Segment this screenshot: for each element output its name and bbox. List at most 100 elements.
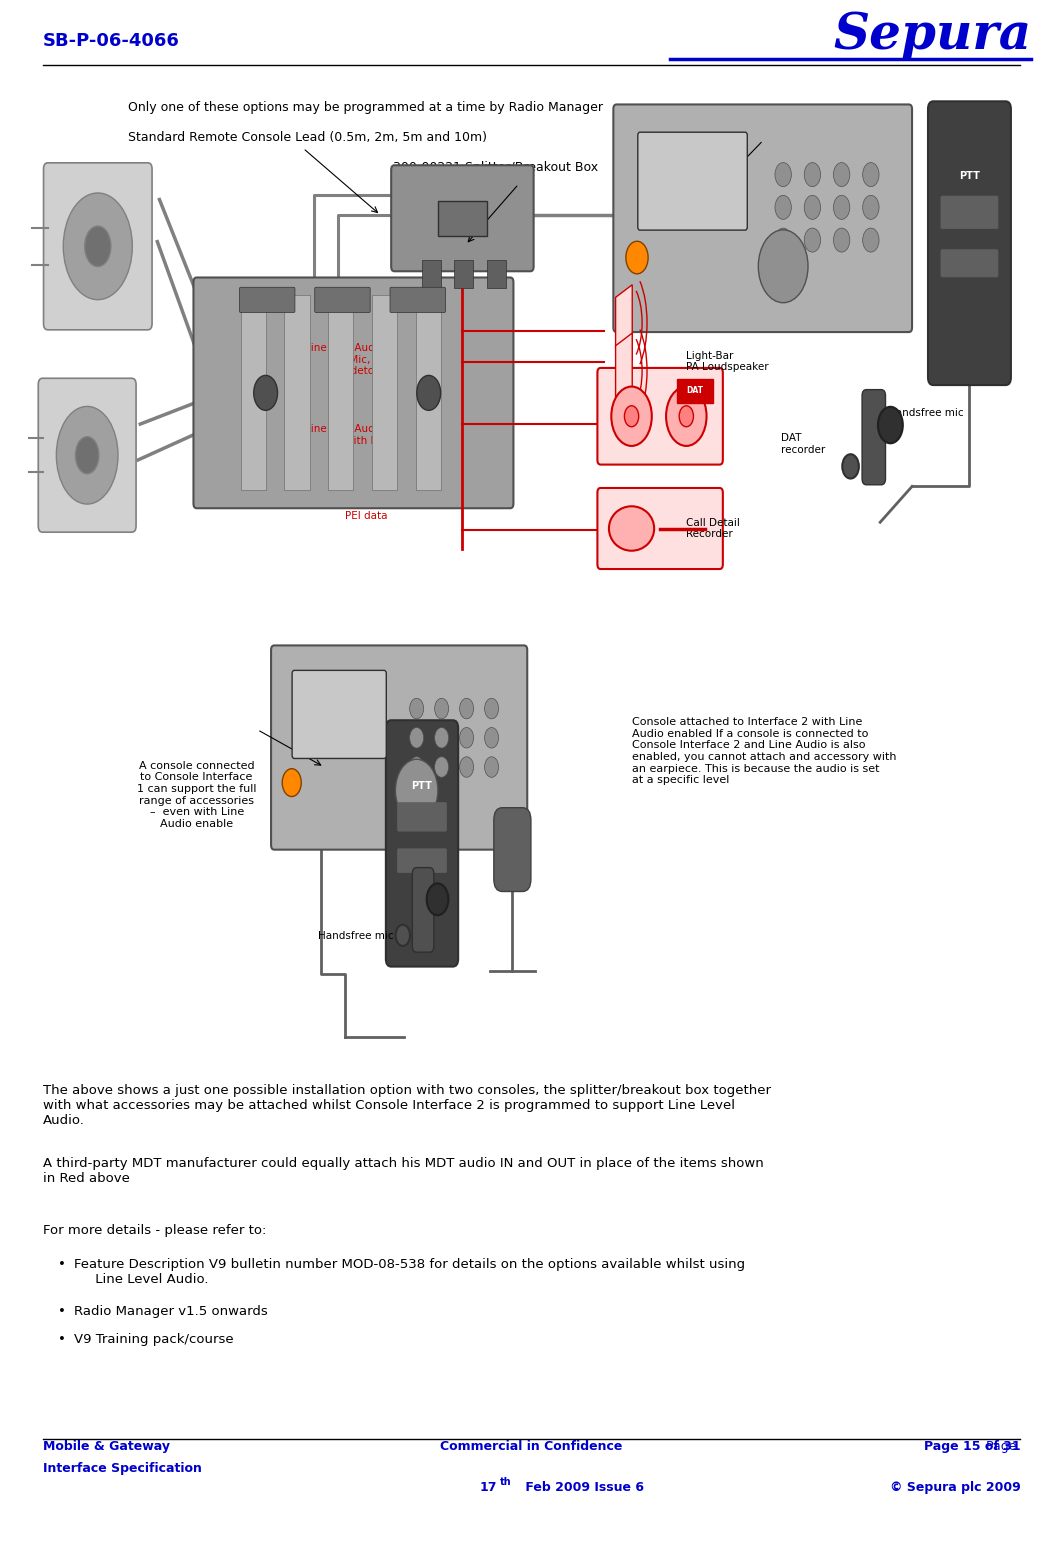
Text: V9 Training pack/course: V9 Training pack/course — [74, 1333, 234, 1345]
Circle shape — [863, 162, 879, 187]
Bar — [372, 296, 398, 490]
FancyBboxPatch shape — [38, 379, 136, 532]
Text: Page: Page — [986, 1441, 1020, 1453]
Ellipse shape — [64, 193, 132, 299]
Bar — [328, 296, 353, 490]
FancyBboxPatch shape — [597, 488, 723, 569]
FancyBboxPatch shape — [438, 201, 487, 235]
FancyBboxPatch shape — [487, 260, 506, 288]
Text: SB-P-06-4066: SB-P-06-4066 — [43, 31, 180, 50]
Circle shape — [435, 698, 449, 719]
Circle shape — [459, 698, 474, 719]
Circle shape — [758, 229, 808, 302]
Circle shape — [775, 195, 791, 220]
FancyBboxPatch shape — [390, 287, 445, 312]
Text: 17: 17 — [480, 1481, 497, 1494]
Circle shape — [805, 162, 821, 187]
Circle shape — [775, 228, 791, 253]
Text: Interface Specification: Interface Specification — [43, 1462, 201, 1475]
Bar — [285, 296, 309, 490]
Ellipse shape — [609, 507, 654, 550]
Circle shape — [409, 698, 424, 719]
Circle shape — [878, 407, 902, 443]
Circle shape — [283, 769, 301, 797]
Circle shape — [611, 387, 652, 446]
Text: Sepura: Sepura — [833, 11, 1031, 61]
Circle shape — [459, 756, 474, 778]
Text: •: • — [58, 1258, 66, 1271]
FancyBboxPatch shape — [928, 101, 1011, 385]
Ellipse shape — [85, 226, 111, 267]
Text: Light-Bar
PA Loudspeaker: Light-Bar PA Loudspeaker — [686, 351, 769, 373]
FancyBboxPatch shape — [193, 278, 513, 508]
Text: Handsfree mic: Handsfree mic — [888, 408, 963, 418]
Text: © Sepura plc 2009: © Sepura plc 2009 — [890, 1481, 1020, 1494]
Text: PEI data: PEI data — [345, 511, 388, 521]
Text: 300-00221 Splitter/Breakout Box: 300-00221 Splitter/Breakout Box — [393, 161, 598, 173]
Circle shape — [833, 162, 849, 187]
FancyBboxPatch shape — [315, 287, 370, 312]
FancyBboxPatch shape — [941, 196, 998, 229]
FancyBboxPatch shape — [638, 133, 747, 231]
Text: Mobile & Gateway: Mobile & Gateway — [43, 1441, 169, 1453]
FancyBboxPatch shape — [239, 287, 294, 312]
Circle shape — [667, 387, 707, 446]
Circle shape — [409, 756, 424, 778]
Circle shape — [626, 242, 648, 274]
Circle shape — [842, 454, 859, 479]
Text: Radio Manager v1.5 onwards: Radio Manager v1.5 onwards — [74, 1305, 268, 1317]
Circle shape — [863, 195, 879, 220]
Circle shape — [775, 162, 791, 187]
Text: •: • — [58, 1333, 66, 1345]
Text: PTT: PTT — [959, 171, 980, 181]
Text: Only one of these options may be programmed at a time by Radio Manager: Only one of these options may be program… — [128, 101, 603, 114]
Text: A third-party MDT manufacturer could equally attach his MDT audio IN and OUT in : A third-party MDT manufacturer could equ… — [43, 1157, 763, 1185]
Circle shape — [435, 728, 449, 748]
Circle shape — [435, 756, 449, 778]
Circle shape — [485, 728, 499, 748]
FancyBboxPatch shape — [398, 848, 446, 873]
Circle shape — [426, 884, 449, 915]
Text: Console attached to Interface 2 with Line
Audio enabled If a console is connecte: Console attached to Interface 2 with Lin… — [632, 717, 897, 786]
FancyBboxPatch shape — [271, 645, 527, 850]
FancyBboxPatch shape — [398, 803, 446, 831]
Circle shape — [863, 228, 879, 253]
Circle shape — [833, 228, 849, 253]
Circle shape — [254, 376, 277, 410]
Polygon shape — [615, 334, 632, 408]
FancyBboxPatch shape — [613, 104, 912, 332]
FancyBboxPatch shape — [862, 390, 885, 485]
FancyBboxPatch shape — [292, 670, 386, 758]
Text: For more details - please refer to:: For more details - please refer to: — [43, 1224, 266, 1236]
Ellipse shape — [75, 437, 99, 474]
Text: The above shows a just one possible installation option with two consoles, the s: The above shows a just one possible inst… — [43, 1084, 771, 1127]
Text: PTT: PTT — [411, 781, 433, 790]
Circle shape — [409, 728, 424, 748]
Bar — [417, 296, 441, 490]
Circle shape — [485, 698, 499, 719]
Text: DAT
recorder: DAT recorder — [781, 433, 826, 455]
Circle shape — [624, 405, 639, 427]
FancyBboxPatch shape — [454, 260, 473, 288]
Text: •: • — [58, 1305, 66, 1317]
Circle shape — [805, 195, 821, 220]
FancyBboxPatch shape — [494, 808, 530, 892]
Text: Call Detail
Recorder: Call Detail Recorder — [686, 518, 740, 539]
FancyBboxPatch shape — [677, 379, 712, 404]
Text: Feb 2009 Issue 6: Feb 2009 Issue 6 — [521, 1481, 644, 1494]
Ellipse shape — [56, 407, 118, 504]
FancyBboxPatch shape — [412, 868, 434, 953]
FancyBboxPatch shape — [941, 249, 998, 278]
FancyBboxPatch shape — [422, 260, 441, 288]
Circle shape — [395, 924, 410, 946]
Text: Feature Description V9 bulletin number MOD-08-538 for details on the options ava: Feature Description V9 bulletin number M… — [74, 1258, 745, 1286]
Polygon shape — [615, 285, 632, 360]
FancyBboxPatch shape — [386, 720, 458, 967]
Circle shape — [395, 759, 438, 822]
Circle shape — [833, 195, 849, 220]
Circle shape — [805, 228, 821, 253]
Text: Handsfree mic: Handsfree mic — [318, 931, 394, 940]
Circle shape — [459, 728, 474, 748]
Bar — [240, 296, 266, 490]
Text: th: th — [500, 1478, 511, 1487]
